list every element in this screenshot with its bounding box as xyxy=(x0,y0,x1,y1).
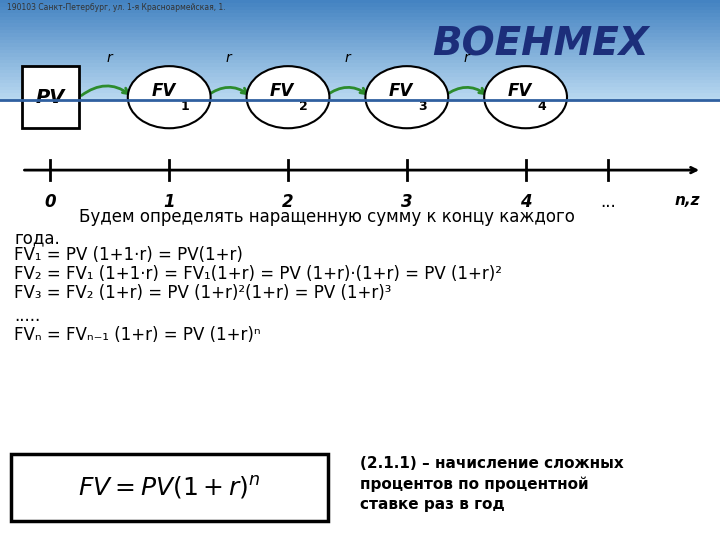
Text: FV: FV xyxy=(389,82,413,100)
Bar xyxy=(0,83,720,86)
Ellipse shape xyxy=(246,66,329,128)
Text: ...: ... xyxy=(600,193,616,211)
Bar xyxy=(0,86,720,90)
Text: 1: 1 xyxy=(181,100,189,113)
Bar xyxy=(0,30,720,33)
Bar xyxy=(0,17,720,20)
Text: 2: 2 xyxy=(300,100,308,113)
Bar xyxy=(0,50,720,53)
Text: r: r xyxy=(107,51,112,65)
Bar xyxy=(0,90,720,93)
Text: процентов по процентной: процентов по процентной xyxy=(360,477,589,492)
Text: года.: года. xyxy=(14,230,60,247)
Text: Будем определять наращенную сумму к концу каждого: Будем определять наращенную сумму к конц… xyxy=(58,208,575,226)
Ellipse shape xyxy=(127,66,210,128)
Bar xyxy=(0,43,720,46)
Bar xyxy=(0,60,720,63)
Bar xyxy=(0,3,720,6)
Text: FV₃ = FV₂ (1+r) = PV (1+r)²(1+r) = PV (1+r)³: FV₃ = FV₂ (1+r) = PV (1+r)²(1+r) = PV (1… xyxy=(14,284,392,301)
Bar xyxy=(0,70,720,73)
Text: ставке раз в год: ставке раз в год xyxy=(360,497,505,512)
Bar xyxy=(0,33,720,37)
Bar xyxy=(0,77,720,80)
Text: 190103 Санкт-Петербург, ул. 1-я Красноармейская, 1.: 190103 Санкт-Петербург, ул. 1-я Красноар… xyxy=(7,3,226,12)
Text: (2.1.1) – начисление сложных: (2.1.1) – начисление сложных xyxy=(360,456,624,471)
Bar xyxy=(0,80,720,83)
Bar xyxy=(0,14,720,17)
FancyBboxPatch shape xyxy=(22,66,79,128)
Text: r: r xyxy=(226,51,231,65)
Bar xyxy=(0,10,720,14)
Bar xyxy=(0,93,720,97)
Text: FVₙ = FVₙ₋₁ (1+r) = PV (1+r)ⁿ: FVₙ = FVₙ₋₁ (1+r) = PV (1+r)ⁿ xyxy=(14,326,261,343)
Bar xyxy=(0,26,720,30)
Bar xyxy=(0,20,720,23)
Text: 1: 1 xyxy=(163,193,175,211)
Text: 4: 4 xyxy=(537,100,546,113)
Bar xyxy=(0,97,720,100)
Text: 0: 0 xyxy=(45,193,56,211)
Text: BOEHMEX: BOEHMEX xyxy=(432,26,649,64)
Text: r: r xyxy=(464,51,469,65)
Bar xyxy=(0,66,720,70)
Bar xyxy=(0,57,720,60)
Text: FV: FV xyxy=(151,82,176,100)
Bar xyxy=(0,23,720,26)
Text: .....: ..... xyxy=(14,307,40,325)
Bar xyxy=(0,63,720,66)
Ellipse shape xyxy=(485,66,567,128)
Text: $FV = PV(1 + r)^n$: $FV = PV(1 + r)^n$ xyxy=(78,474,261,501)
Text: 3: 3 xyxy=(401,193,413,211)
Text: FV: FV xyxy=(270,82,294,100)
Text: n,z: n,z xyxy=(675,193,701,208)
Ellipse shape xyxy=(365,66,448,128)
Bar xyxy=(0,40,720,43)
FancyBboxPatch shape xyxy=(11,454,328,521)
Text: FV: FV xyxy=(508,82,532,100)
Text: FV₂ = FV₁ (1+1·r) = FV₁(1+r) = PV (1+r)·(1+r) = PV (1+r)²: FV₂ = FV₁ (1+1·r) = FV₁(1+r) = PV (1+r)·… xyxy=(14,265,503,282)
Bar xyxy=(0,53,720,57)
Text: 2: 2 xyxy=(282,193,294,211)
Bar xyxy=(0,37,720,40)
Bar xyxy=(0,6,720,10)
Bar xyxy=(0,73,720,77)
Text: r: r xyxy=(345,51,350,65)
Text: PV: PV xyxy=(36,87,65,107)
Text: 3: 3 xyxy=(418,100,427,113)
Bar xyxy=(0,0,720,3)
Text: FV₁ = PV (1+1·r) = PV(1+r): FV₁ = PV (1+1·r) = PV(1+r) xyxy=(14,246,243,264)
Text: 4: 4 xyxy=(520,193,531,211)
Bar xyxy=(0,46,720,50)
